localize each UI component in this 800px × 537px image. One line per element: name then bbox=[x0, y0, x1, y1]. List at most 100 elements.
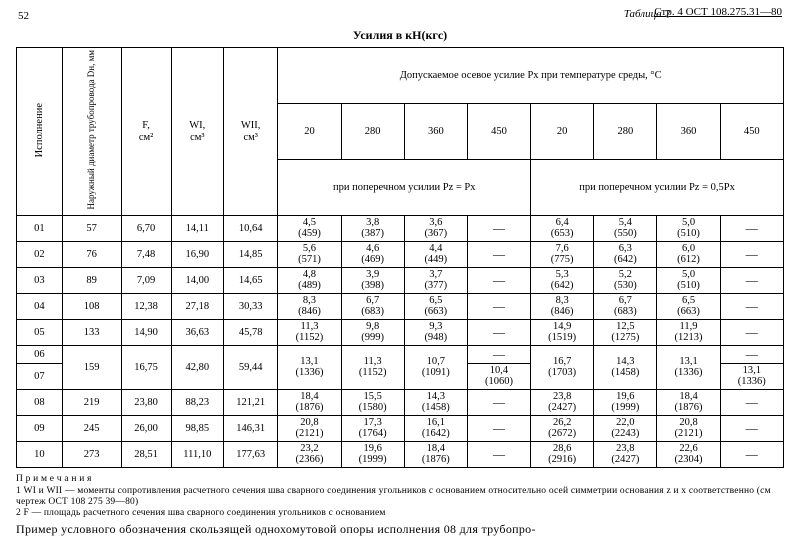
table-cell: 3,7(377) bbox=[404, 268, 467, 294]
table-cell: 16,7(1703) bbox=[531, 346, 594, 390]
table-cell: 17,3(1764) bbox=[341, 416, 404, 442]
table-cell: 06 bbox=[17, 346, 63, 364]
table-cell: 6,3(642) bbox=[594, 242, 657, 268]
table-cell: — bbox=[720, 242, 783, 268]
table-cell: 159 bbox=[62, 346, 121, 390]
table-cell: 5,0(510) bbox=[657, 216, 720, 242]
table-cell: 10,4(1060) bbox=[467, 364, 530, 390]
table-cell: 10,64 bbox=[223, 216, 277, 242]
table-cell: 11,3(1152) bbox=[341, 346, 404, 390]
table-cell: 45,78 bbox=[223, 320, 277, 346]
table-cell: 16,1(1642) bbox=[404, 416, 467, 442]
table-cell: 02 bbox=[17, 242, 63, 268]
table-cell: — bbox=[467, 216, 530, 242]
table-cell: 111,10 bbox=[171, 442, 223, 468]
col-W1: WI, см³ bbox=[171, 48, 223, 216]
table-cell: 23,8(2427) bbox=[594, 442, 657, 468]
table-cell: 28,6(2916) bbox=[531, 442, 594, 468]
table-row: 03897,0914,0014,654,8(489)3,9(398)3,7(37… bbox=[17, 268, 784, 294]
table-cell: 5,0(510) bbox=[657, 268, 720, 294]
table-cell: 22,6(2304) bbox=[657, 442, 720, 468]
table-cell: 18,4(1876) bbox=[404, 442, 467, 468]
table-cell: 03 bbox=[17, 268, 63, 294]
table-cell: 245 bbox=[62, 416, 121, 442]
table-cell: 14,00 bbox=[171, 268, 223, 294]
table-cell: 4,8(489) bbox=[278, 268, 341, 294]
table-cell: 09 bbox=[17, 416, 63, 442]
col-isp: Исполнение bbox=[17, 48, 63, 216]
table-body: 01576,7014,1110,644,5(459)3,8(387)3,6(36… bbox=[17, 216, 784, 468]
table-cell: — bbox=[467, 390, 530, 416]
table-cell: — bbox=[467, 416, 530, 442]
table-cell: 13,1(1336) bbox=[278, 346, 341, 390]
table-row: 0924526,0098,85146,3120,8(2121)17,3(1764… bbox=[17, 416, 784, 442]
note-2: 2 F — площадь расчетного сечения шва сва… bbox=[16, 508, 386, 518]
table-cell: 22,0(2243) bbox=[594, 416, 657, 442]
table-cell: 5,6(571) bbox=[278, 242, 341, 268]
table-cell: 20,8(2121) bbox=[278, 416, 341, 442]
table-cell: 20,8(2121) bbox=[657, 416, 720, 442]
table-cell: 57 bbox=[62, 216, 121, 242]
table-cell: 6,7(683) bbox=[594, 294, 657, 320]
table-row: 0513314,9036,6345,7811,3(1152)9,8(999)9,… bbox=[17, 320, 784, 346]
table-cell: — bbox=[467, 346, 530, 364]
table-cell: 76 bbox=[62, 242, 121, 268]
temp-7: 450 bbox=[720, 104, 783, 160]
table-cell: 14,3(1458) bbox=[404, 390, 467, 416]
table-cell: — bbox=[467, 294, 530, 320]
table-cell: 18,4(1876) bbox=[278, 390, 341, 416]
table-row: 0615916,7542,8059,4413,1(1336)11,3(1152)… bbox=[17, 346, 784, 364]
col-W2: WII, см³ bbox=[223, 48, 277, 216]
table-cell: — bbox=[720, 320, 783, 346]
temp-3: 450 bbox=[467, 104, 530, 160]
temp-5: 280 bbox=[594, 104, 657, 160]
table-cell: 23,80 bbox=[121, 390, 171, 416]
table-cell: 13,1(1336) bbox=[720, 364, 783, 390]
table-cell: 12,5(1275) bbox=[594, 320, 657, 346]
table-row: 01576,7014,1110,644,5(459)3,8(387)3,6(36… bbox=[17, 216, 784, 242]
units-title: Усилия в кН(кгс) bbox=[16, 28, 784, 43]
table-cell: 14,9(1519) bbox=[531, 320, 594, 346]
table-cell: 133 bbox=[62, 320, 121, 346]
table-cell: 108 bbox=[62, 294, 121, 320]
col-dn: Наружный диаметр трубопровода Dн, мм bbox=[62, 48, 121, 216]
table-cell: 14,11 bbox=[171, 216, 223, 242]
table-cell: 12,38 bbox=[121, 294, 171, 320]
table-cell: 10 bbox=[17, 442, 63, 468]
table-cell: 19,6(1999) bbox=[594, 390, 657, 416]
table-cell: 14,65 bbox=[223, 268, 277, 294]
table-cell: — bbox=[720, 442, 783, 468]
table-cell: 7,09 bbox=[121, 268, 171, 294]
page-number-left: 52 bbox=[18, 10, 29, 22]
table-caption: Таблица 2 bbox=[624, 8, 670, 20]
table-cell: 8,3(846) bbox=[531, 294, 594, 320]
table-cell: 15,5(1580) bbox=[341, 390, 404, 416]
sub-left: при поперечном усилии Pz = Px bbox=[278, 160, 531, 216]
table-row: 1027328,51111,10177,6323,2(2366)19,6(199… bbox=[17, 442, 784, 468]
table-cell: 30,33 bbox=[223, 294, 277, 320]
table-cell: 59,44 bbox=[223, 346, 277, 390]
table-cell: 5,3(642) bbox=[531, 268, 594, 294]
temp-1: 280 bbox=[341, 104, 404, 160]
table-cell: — bbox=[720, 390, 783, 416]
table-cell: 7,6(775) bbox=[531, 242, 594, 268]
table-cell: 3,9(398) bbox=[341, 268, 404, 294]
table-cell: 27,18 bbox=[171, 294, 223, 320]
table-cell: — bbox=[467, 320, 530, 346]
table-cell: 9,8(999) bbox=[341, 320, 404, 346]
table-cell: 89 bbox=[62, 268, 121, 294]
table-cell: 14,85 bbox=[223, 242, 277, 268]
table-cell: — bbox=[720, 346, 783, 364]
table-cell: 5,4(550) bbox=[594, 216, 657, 242]
table-cell: 3,8(387) bbox=[341, 216, 404, 242]
table-cell: 28,51 bbox=[121, 442, 171, 468]
table-cell: 16,90 bbox=[171, 242, 223, 268]
table-cell: 4,4(449) bbox=[404, 242, 467, 268]
table-cell: 13,1(1336) bbox=[657, 346, 720, 390]
notes: П р и м е ч а н и я 1 WI и WII — моменты… bbox=[16, 474, 784, 520]
table-cell: 273 bbox=[62, 442, 121, 468]
table-cell: 6,4(653) bbox=[531, 216, 594, 242]
table-cell: 146,31 bbox=[223, 416, 277, 442]
table-cell: 14,90 bbox=[121, 320, 171, 346]
table-cell: 07 bbox=[17, 364, 63, 390]
